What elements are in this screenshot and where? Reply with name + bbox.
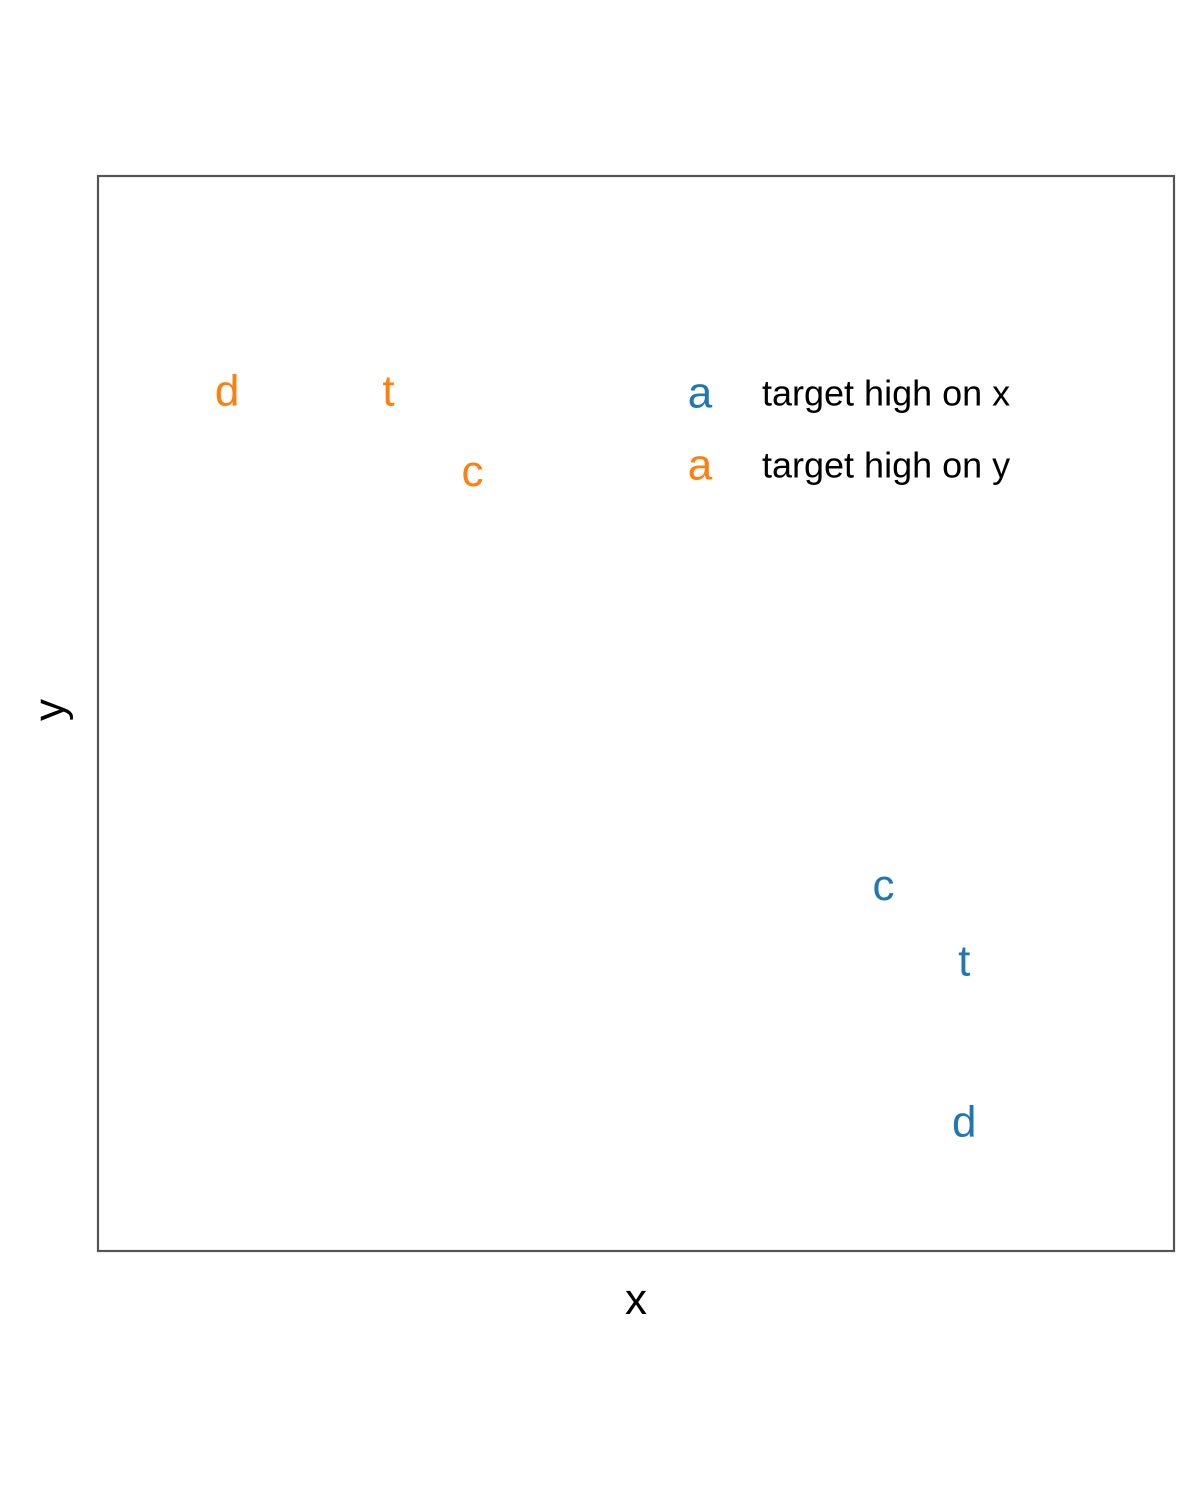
y-axis-title: y: [25, 699, 74, 721]
point-label-s0-d: d: [952, 1098, 976, 1147]
legend-key-1: a: [688, 441, 713, 490]
point-labels: c t d d t c: [215, 367, 977, 1147]
plot-panel-border: [96, 174, 1176, 1253]
point-label-s0-t: t: [958, 936, 970, 985]
x-axis-title: x: [625, 1275, 647, 1324]
legend-label-0: target high on x: [762, 373, 1010, 414]
legend: a target high on x a target high on y: [688, 369, 1010, 490]
point-label-s1-c: c: [461, 447, 483, 496]
point-label-s1-d: d: [215, 367, 239, 416]
point-label-s0-c: c: [872, 861, 894, 910]
point-label-s1-t: t: [382, 367, 394, 416]
legend-key-0: a: [688, 369, 713, 418]
legend-label-1: target high on y: [762, 445, 1010, 486]
